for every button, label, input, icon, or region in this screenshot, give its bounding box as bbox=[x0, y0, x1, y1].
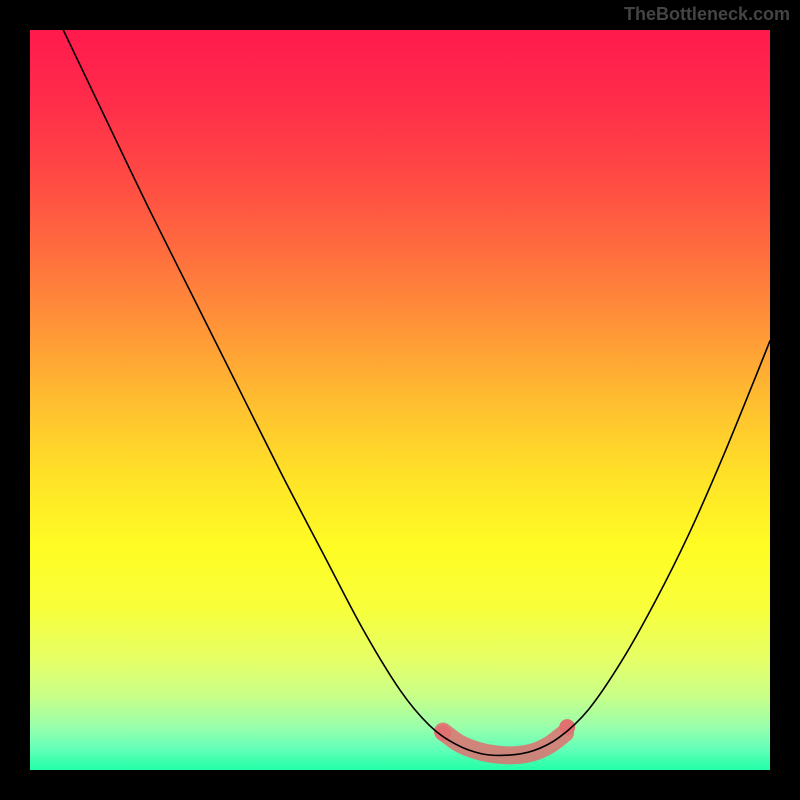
gradient-background bbox=[30, 30, 770, 770]
chart-svg bbox=[0, 0, 800, 800]
watermark-text: TheBottleneck.com bbox=[624, 4, 790, 25]
bottleneck-chart bbox=[0, 0, 800, 800]
